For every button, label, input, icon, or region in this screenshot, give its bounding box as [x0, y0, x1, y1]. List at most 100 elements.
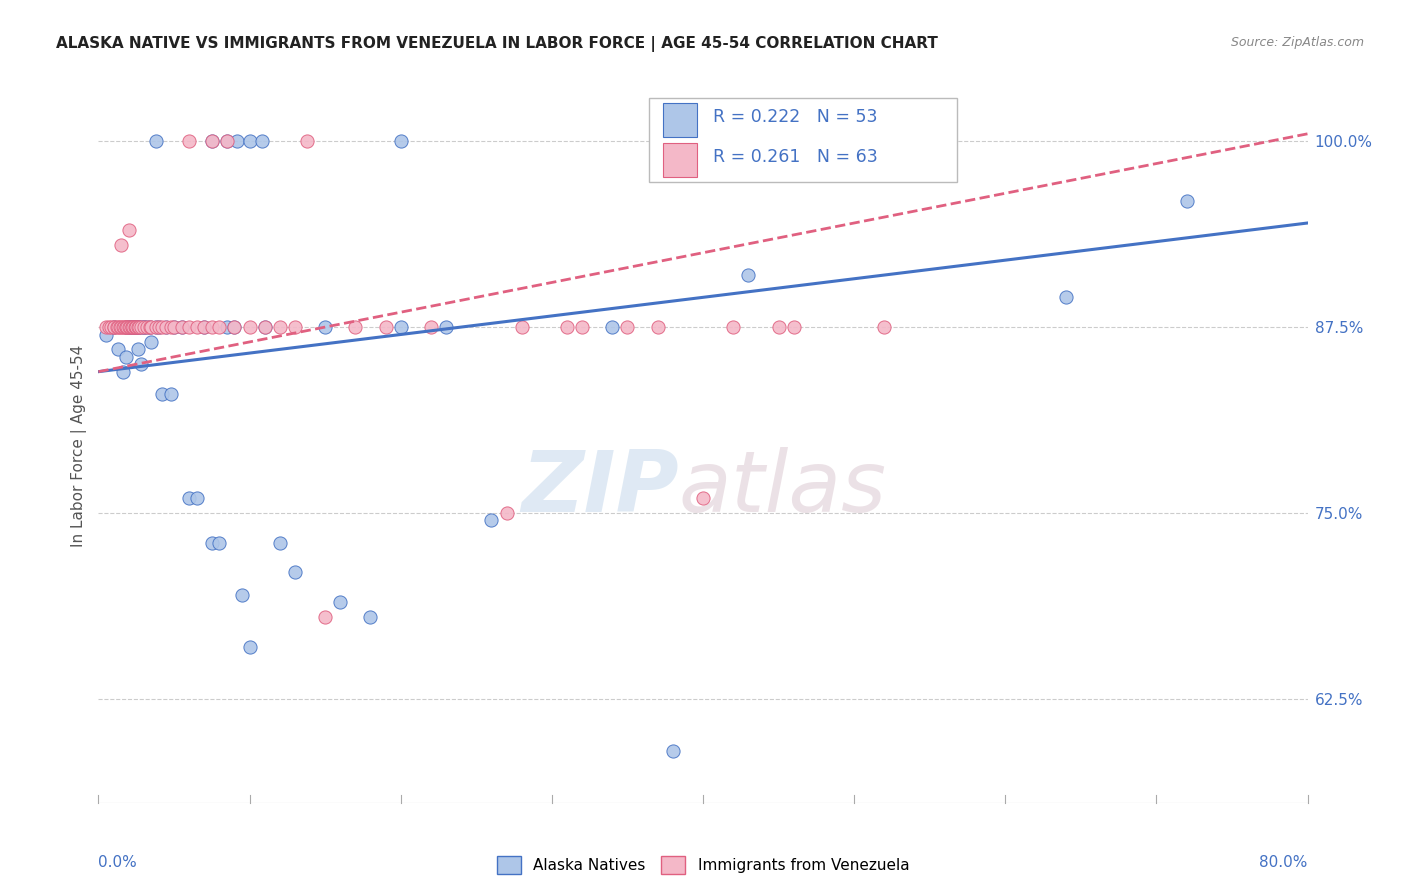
FancyBboxPatch shape: [648, 98, 957, 182]
Point: [121, 320, 143, 334]
Point: [215, 134, 238, 148]
Point: [148, 320, 170, 334]
Point: [105, 320, 128, 334]
Text: ZIP: ZIP: [522, 447, 679, 531]
Point: [118, 320, 141, 334]
Point: [420, 320, 443, 334]
Point: [150, 387, 173, 401]
Point: [115, 320, 138, 334]
Point: [141, 334, 163, 349]
Point: [120, 320, 142, 334]
Point: [128, 320, 150, 334]
Point: [179, 320, 201, 334]
Point: [329, 595, 352, 609]
Point: [122, 320, 145, 334]
Point: [571, 320, 593, 334]
Point: [1175, 194, 1198, 208]
Point: [647, 320, 669, 334]
Point: [224, 320, 246, 334]
Text: 80.0%: 80.0%: [1260, 855, 1308, 870]
Text: atlas: atlas: [679, 447, 887, 531]
Point: [114, 320, 136, 334]
Bar: [664, 143, 697, 177]
Point: [295, 134, 318, 148]
Point: [127, 320, 149, 334]
Point: [121, 320, 143, 334]
Point: [314, 610, 336, 624]
Point: [160, 387, 183, 401]
Point: [226, 134, 249, 148]
Point: [118, 320, 141, 334]
Text: 0.0%: 0.0%: [98, 855, 138, 870]
Point: [124, 320, 146, 334]
Point: [108, 320, 131, 334]
Point: [118, 223, 141, 237]
Point: [111, 365, 134, 379]
Point: [107, 343, 129, 357]
Point: [163, 320, 186, 334]
Point: [208, 535, 231, 549]
Point: [495, 506, 517, 520]
Point: [374, 320, 396, 334]
Point: [94, 320, 117, 334]
Point: [481, 513, 503, 527]
Point: [201, 320, 224, 334]
Point: [114, 350, 136, 364]
Point: [145, 134, 167, 148]
Point: [179, 491, 201, 505]
Point: [135, 320, 157, 334]
Point: [344, 320, 367, 334]
Point: [269, 535, 291, 549]
Point: [201, 535, 224, 549]
Point: [616, 320, 638, 334]
Point: [201, 134, 224, 148]
Point: [170, 320, 193, 334]
Point: [186, 491, 208, 505]
Point: [314, 320, 336, 334]
Point: [128, 320, 150, 334]
Point: [155, 320, 177, 334]
Point: [239, 134, 262, 148]
Point: [127, 343, 149, 357]
Point: [389, 320, 412, 334]
Point: [122, 320, 145, 334]
Point: [112, 320, 135, 334]
Point: [160, 320, 183, 334]
Point: [723, 320, 745, 334]
Point: [125, 320, 148, 334]
Point: [163, 320, 186, 334]
Point: [239, 320, 262, 334]
Point: [208, 320, 231, 334]
Point: [231, 588, 253, 602]
Point: [127, 320, 149, 334]
Text: ALASKA NATIVE VS IMMIGRANTS FROM VENEZUELA IN LABOR FORCE | AGE 45-54 CORRELATIO: ALASKA NATIVE VS IMMIGRANTS FROM VENEZUE…: [56, 36, 938, 52]
Point: [783, 320, 806, 334]
Point: [215, 134, 238, 148]
Point: [360, 610, 382, 624]
Point: [110, 320, 132, 334]
Point: [107, 320, 129, 334]
Y-axis label: In Labor Force | Age 45-54: In Labor Force | Age 45-54: [72, 345, 87, 547]
Text: R = 0.261   N = 63: R = 0.261 N = 63: [713, 148, 877, 166]
Point: [110, 238, 132, 252]
Point: [139, 320, 162, 334]
Point: [510, 320, 533, 334]
Point: [186, 320, 208, 334]
Point: [389, 134, 412, 148]
Point: [434, 320, 457, 334]
Point: [150, 320, 173, 334]
Point: [145, 320, 167, 334]
Point: [125, 320, 148, 334]
Point: [269, 320, 291, 334]
Point: [98, 320, 121, 334]
Point: [669, 134, 692, 148]
Point: [132, 320, 155, 334]
Point: [193, 320, 215, 334]
Point: [692, 491, 714, 505]
Point: [129, 320, 152, 334]
Point: [284, 566, 307, 580]
Point: [148, 320, 170, 334]
Point: [141, 320, 163, 334]
Point: [555, 320, 578, 334]
Point: [124, 320, 146, 334]
